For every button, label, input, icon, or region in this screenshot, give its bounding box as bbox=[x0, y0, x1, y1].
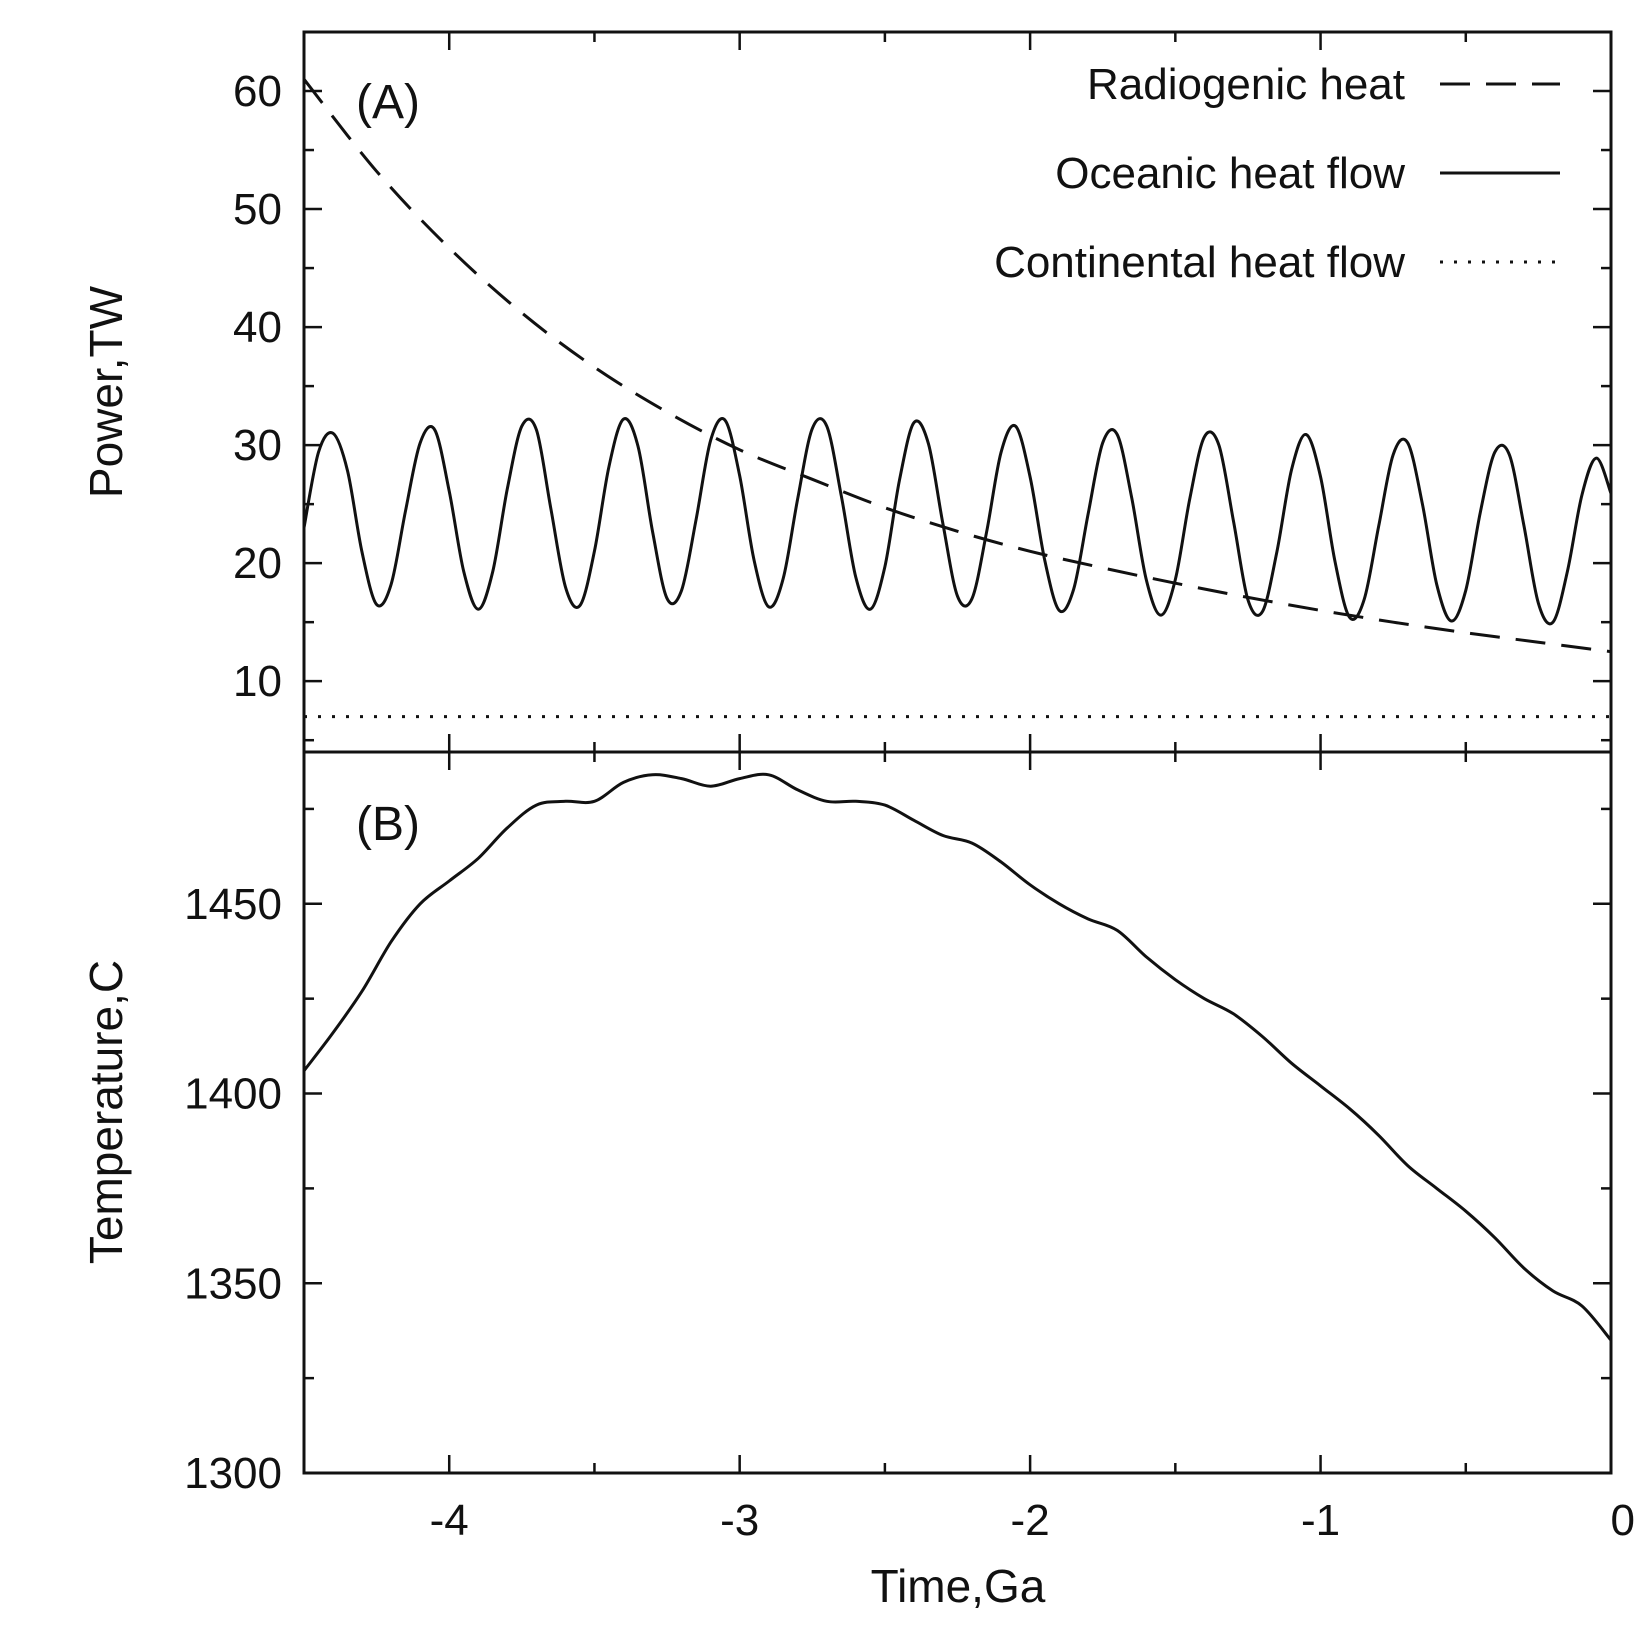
panel-b-ticks bbox=[302, 752, 1613, 1475]
legend-label: Radiogenic heat bbox=[1087, 60, 1405, 109]
panel-a-y-tick-label: 40 bbox=[233, 303, 282, 352]
panel-b-label: (B) bbox=[356, 798, 420, 851]
panel-a-y-tick-label: 50 bbox=[233, 185, 282, 234]
panel-b-y-tick-label: 1450 bbox=[184, 880, 282, 929]
legend-label: Oceanic heat flow bbox=[1055, 149, 1405, 198]
series-line-oceanic-heat-flow bbox=[302, 417, 1613, 626]
panel-b-y-tick-label: 1300 bbox=[184, 1449, 282, 1498]
panel-a-y-tick-label: 20 bbox=[233, 539, 282, 588]
x-tick-label: -1 bbox=[1301, 1496, 1340, 1545]
x-tick-label: -4 bbox=[430, 1496, 469, 1545]
panel-a-frame bbox=[302, 30, 1613, 754]
x-tick-label: -3 bbox=[720, 1496, 759, 1545]
panel-a-y-tick-label: 60 bbox=[233, 67, 282, 116]
panel-b: 1300 1350 1400 1450 -4 -3 -2 -1 0 (B) Temperatur… bbox=[80, 750, 1635, 1612]
panel-b-series bbox=[302, 772, 1613, 1342]
panel-a-tick-labels: 10 20 30 40 50 60 bbox=[233, 67, 282, 706]
x-tick-label: -2 bbox=[1011, 1496, 1050, 1545]
panel-a-y-axis-label: Power,TW bbox=[80, 285, 132, 498]
legend: Radiogenic heat Oceanic heat flow Continen… bbox=[994, 60, 1560, 287]
panel-b-y-tick-label: 1350 bbox=[184, 1259, 282, 1308]
x-axis-label: Time,Ga bbox=[871, 1560, 1046, 1612]
panel-b-y-axis-label: Temperature,C bbox=[80, 960, 132, 1264]
panel-a-ticks bbox=[302, 30, 1613, 752]
series-line-radiogenic-heat bbox=[302, 78, 1612, 654]
panel-b-tick-labels: 1300 1350 1400 1450 -4 -3 -2 -1 0 bbox=[184, 880, 1635, 1545]
panel-a-y-tick-label: 10 bbox=[233, 657, 282, 706]
panel-a-label: (A) bbox=[356, 76, 420, 129]
panel-a: 10 20 30 40 50 60 (A) Power,TW Radiogenic hea… bbox=[80, 30, 1613, 754]
panel-a-series bbox=[302, 78, 1613, 719]
panel-b-y-tick-label: 1400 bbox=[184, 1070, 282, 1119]
panel-b-frame bbox=[302, 750, 1613, 1475]
series-line-temperature bbox=[302, 772, 1613, 1342]
x-tick-label: 0 bbox=[1611, 1496, 1635, 1545]
panel-a-y-tick-label: 30 bbox=[233, 421, 282, 470]
legend-label: Continental heat flow bbox=[994, 238, 1405, 287]
